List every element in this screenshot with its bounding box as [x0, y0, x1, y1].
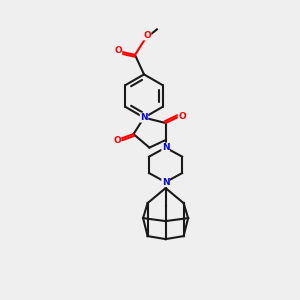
Text: O: O [113, 136, 121, 145]
Text: N: N [140, 113, 148, 122]
Text: N: N [162, 143, 170, 152]
Text: O: O [178, 112, 186, 122]
Text: O: O [114, 46, 122, 55]
Text: O: O [143, 31, 151, 40]
Text: N: N [162, 178, 170, 187]
